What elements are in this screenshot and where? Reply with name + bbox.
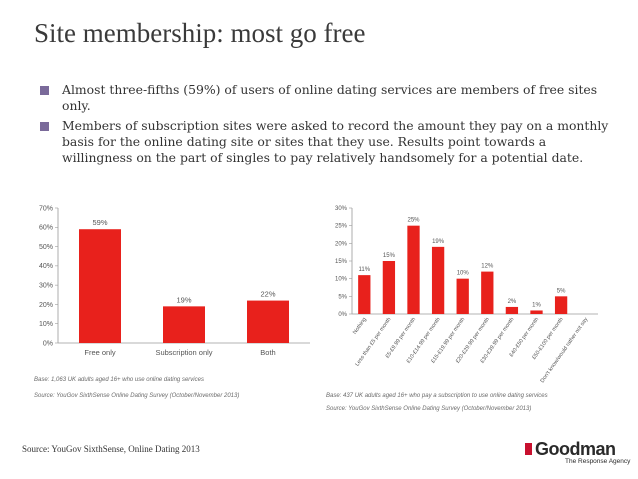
bullet-square-icon xyxy=(40,86,49,95)
chart1-y-tick-label: 10% xyxy=(39,321,53,328)
logo-name: Goodman xyxy=(535,439,616,459)
bullet-square-icon xyxy=(40,122,49,131)
bullet-text: Almost three-fifths (59%) of users of on… xyxy=(62,82,598,113)
chart2-data-label: 12% xyxy=(481,264,494,270)
chart1-source-note: Source: YouGov SixthSense Online Dating … xyxy=(34,393,240,399)
chart2-bar xyxy=(358,275,371,314)
bullet-text: Members of subscription sites were asked… xyxy=(62,118,609,165)
chart2-data-label: 10% xyxy=(457,271,470,277)
logo-mark-icon xyxy=(525,443,532,455)
chart1-bar xyxy=(79,229,121,343)
chart2-bar xyxy=(505,306,519,314)
chart2-bar xyxy=(382,261,396,314)
chart2-data-label: 2% xyxy=(508,299,517,305)
chart2-y-tick-label: 0% xyxy=(338,312,347,318)
chart1-y-tick-label: 60% xyxy=(39,225,53,232)
chart1-data-label: 19% xyxy=(176,295,191,304)
bullet-item: Almost three-fifths (59%) of users of on… xyxy=(40,82,610,114)
chart1-y-tick-label: 50% xyxy=(39,244,53,251)
chart2-base-note: Base: 437 UK adults aged 16+ who pay a s… xyxy=(326,393,548,399)
chart1-y-tick-label: 40% xyxy=(39,263,53,270)
chart1-y-tick-label: 0% xyxy=(43,340,53,347)
chart2-y-tick-label: 30% xyxy=(335,206,348,212)
chart1-base-note: Base: 1,063 UK adults aged 16+ who use o… xyxy=(34,377,204,383)
chart2-bar xyxy=(530,310,543,314)
bullet-item: Members of subscription sites were asked… xyxy=(40,118,610,166)
chart2-bar xyxy=(407,225,420,314)
chart1-bar xyxy=(247,300,289,343)
goodman-logo: Goodman The Response Agency xyxy=(525,439,630,469)
chart1-category-label: Free only xyxy=(84,348,116,357)
slide-title: Site membership: most go free xyxy=(34,18,366,48)
chart1-data-label: 22% xyxy=(260,290,275,299)
monthly-spend-bar-chart: 0% 5% 10% 15% 20% 25% 30% 11% 15% 25% 19% 10% 12% 2% 1… xyxy=(335,206,598,383)
chart1-data-label: 59% xyxy=(92,218,107,227)
membership-bar-chart: 0% 10% 20% 30% 40% 50% 60% 70% 59% 19% 22% Free onl… xyxy=(39,205,310,357)
chart2-y-tick-label: 25% xyxy=(335,224,348,230)
chart1-y-tick-label: 30% xyxy=(39,282,53,289)
chart1-category-label: Subscription only xyxy=(155,348,212,357)
chart2-category-label: Nothing xyxy=(352,317,368,336)
chart2-bar xyxy=(554,296,568,314)
bullet-list: Almost three-fifths (59%) of users of on… xyxy=(40,82,610,170)
chart1-category-label: Both xyxy=(260,348,275,357)
chart2-data-label: 5% xyxy=(557,288,566,294)
chart2-data-label: 11% xyxy=(359,267,371,273)
chart2-bar xyxy=(481,271,494,314)
chart1-bar xyxy=(163,306,205,343)
chart2-y-tick-label: 10% xyxy=(335,277,348,283)
slide-source: Source: YouGov SixthSense, Online Dating… xyxy=(22,444,200,454)
chart2-y-tick-label: 20% xyxy=(335,241,348,247)
chart2-bar xyxy=(456,278,469,314)
chart2-category-label: Don't know/would rather not say xyxy=(540,317,590,383)
chart2-data-label: 1% xyxy=(532,302,541,308)
chart2-data-label: 15% xyxy=(383,253,396,259)
chart2-data-label: 25% xyxy=(407,218,420,224)
chart1-y-tick-label: 70% xyxy=(39,205,53,212)
chart2-y-tick-label: 5% xyxy=(338,294,347,300)
chart2-y-tick-label: 15% xyxy=(335,259,348,265)
chart2-source-note: Source: YouGov SixthSense Online Dating … xyxy=(326,406,532,412)
chart1-y-tick-label: 20% xyxy=(39,302,53,309)
chart2-bar xyxy=(431,246,445,314)
chart2-data-label: 19% xyxy=(432,239,445,245)
logo-tagline: The Response Agency xyxy=(565,458,631,465)
